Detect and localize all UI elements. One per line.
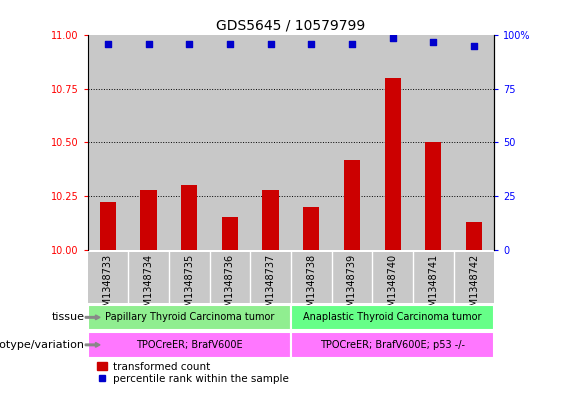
Bar bbox=[291, 332, 494, 358]
Point bbox=[429, 39, 438, 45]
Point bbox=[388, 34, 397, 40]
Point bbox=[307, 41, 316, 47]
Bar bbox=[454, 252, 494, 303]
Bar bbox=[332, 35, 372, 250]
Text: Papillary Thyroid Carcinoma tumor: Papillary Thyroid Carcinoma tumor bbox=[105, 312, 274, 322]
Bar bbox=[88, 332, 291, 358]
Bar bbox=[88, 305, 291, 330]
Legend: transformed count, percentile rank within the sample: transformed count, percentile rank withi… bbox=[93, 357, 293, 388]
Bar bbox=[210, 35, 250, 250]
Bar bbox=[454, 35, 494, 250]
Text: GSM1348734: GSM1348734 bbox=[144, 254, 154, 319]
Bar bbox=[128, 252, 169, 303]
Bar bbox=[344, 160, 360, 250]
Bar bbox=[141, 189, 157, 250]
Text: GSM1348740: GSM1348740 bbox=[388, 254, 398, 319]
Bar bbox=[425, 143, 441, 250]
Point bbox=[266, 41, 275, 47]
Bar bbox=[88, 35, 128, 250]
Bar bbox=[303, 207, 319, 250]
Text: TPOCreER; BrafV600E: TPOCreER; BrafV600E bbox=[136, 340, 242, 350]
Bar bbox=[128, 35, 169, 250]
Bar bbox=[413, 252, 454, 303]
Bar bbox=[222, 217, 238, 250]
Bar bbox=[169, 252, 210, 303]
Bar bbox=[181, 185, 197, 250]
Text: GSM1348742: GSM1348742 bbox=[469, 254, 479, 320]
Point bbox=[225, 41, 234, 47]
Text: GSM1348737: GSM1348737 bbox=[266, 254, 276, 320]
Bar bbox=[332, 252, 372, 303]
Bar bbox=[466, 222, 482, 250]
Bar bbox=[88, 252, 128, 303]
Bar bbox=[413, 35, 454, 250]
Text: GSM1348733: GSM1348733 bbox=[103, 254, 113, 319]
Bar bbox=[291, 252, 332, 303]
Text: TPOCreER; BrafV600E; p53 -/-: TPOCreER; BrafV600E; p53 -/- bbox=[320, 340, 465, 350]
Point bbox=[470, 43, 479, 49]
Text: GSM1348741: GSM1348741 bbox=[428, 254, 438, 319]
Text: GSM1348738: GSM1348738 bbox=[306, 254, 316, 319]
Bar bbox=[169, 35, 210, 250]
Point bbox=[347, 41, 357, 47]
Text: Anaplastic Thyroid Carcinoma tumor: Anaplastic Thyroid Carcinoma tumor bbox=[303, 312, 482, 322]
Bar bbox=[250, 252, 291, 303]
Bar bbox=[291, 35, 332, 250]
Bar bbox=[372, 35, 413, 250]
Bar bbox=[100, 202, 116, 250]
Point bbox=[103, 41, 112, 47]
Bar bbox=[385, 78, 401, 250]
Text: tissue: tissue bbox=[52, 312, 85, 322]
Bar bbox=[263, 189, 279, 250]
Title: GDS5645 / 10579799: GDS5645 / 10579799 bbox=[216, 19, 366, 33]
Text: GSM1348736: GSM1348736 bbox=[225, 254, 235, 319]
Bar bbox=[372, 252, 413, 303]
Bar bbox=[291, 305, 494, 330]
Point bbox=[185, 41, 194, 47]
Text: genotype/variation: genotype/variation bbox=[0, 340, 85, 350]
Text: GSM1348735: GSM1348735 bbox=[184, 254, 194, 320]
Point bbox=[144, 41, 153, 47]
Bar bbox=[210, 252, 250, 303]
Bar bbox=[250, 35, 291, 250]
Text: GSM1348739: GSM1348739 bbox=[347, 254, 357, 319]
